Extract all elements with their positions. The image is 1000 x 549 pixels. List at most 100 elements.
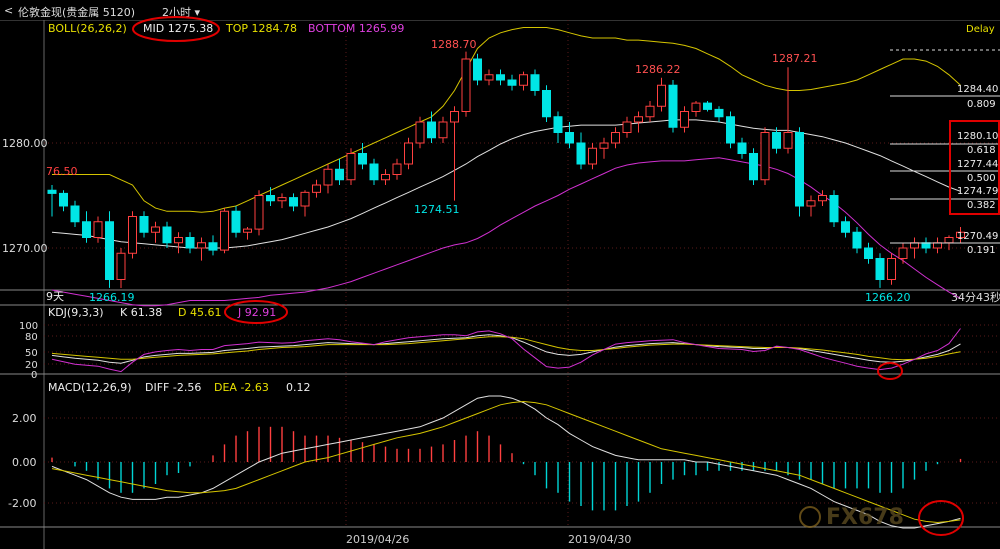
low-label-1: 1274.51 (414, 203, 460, 216)
date-label-1: 2019/04/26 (346, 533, 409, 546)
macd-name[interactable]: MACD(12,26,9) (48, 381, 132, 394)
fib-price-0809: 1284.40 (957, 84, 998, 95)
candle-down (473, 58, 482, 81)
candle-up (519, 74, 528, 86)
candle-up (404, 142, 413, 165)
candle-down (553, 116, 563, 133)
candle-down (231, 210, 241, 233)
macd-diff-line (51, 395, 961, 529)
title-bar: < 伦敦金现(贵金属 5120) 2小时 ▾ (0, 0, 1000, 21)
high-label-1: 1288.70 (431, 38, 477, 51)
fib-ratio-0191: 0.191 (967, 245, 996, 256)
candle-down (82, 221, 91, 238)
candle-up (956, 231, 965, 238)
back-icon[interactable]: < (4, 4, 14, 17)
macd-axis-neg2: -2.00 (8, 497, 36, 510)
boll-bottom-line (51, 157, 961, 307)
candle-up (128, 216, 137, 254)
kdj-d-line (51, 336, 961, 361)
low-label-left: 1266.19 (89, 291, 135, 304)
candle-up (461, 58, 471, 112)
boll-top-line (52, 27, 961, 213)
candle-down (737, 142, 747, 154)
candle-up (300, 191, 310, 207)
candle-down (358, 153, 367, 165)
candle-up (438, 121, 448, 139)
candle-down (507, 79, 517, 86)
candle-down (772, 132, 781, 149)
candle-down (530, 74, 540, 91)
candle-up (254, 195, 264, 230)
price-axis-1280: 1280.00 (2, 137, 48, 150)
candle-up (484, 74, 494, 81)
candle-up (588, 147, 597, 165)
candle-down (369, 163, 379, 181)
delay-label: Delay (966, 24, 995, 35)
candle-down (703, 102, 712, 110)
price-axis-1270: 1270.00 (2, 242, 48, 255)
candle-up (93, 221, 103, 238)
macd-cross-circle (918, 500, 964, 536)
candle-up (944, 237, 954, 244)
kdj-axis-0: 0 (31, 370, 37, 381)
candle-up (818, 195, 827, 202)
candle-up (680, 111, 689, 128)
candle-up (910, 242, 919, 249)
candle-up (760, 132, 770, 181)
candle-down (208, 242, 218, 251)
low-label-right: 1266.20 (865, 291, 911, 304)
fib-ratio-0809: 0.809 (967, 99, 996, 110)
period-selector[interactable]: 2小时 ▾ (162, 4, 200, 20)
kdj-name[interactable]: KDJ(9,3,3) (48, 306, 104, 319)
boll-bottom-value: BOTTOM 1265.99 (308, 22, 404, 35)
left-price-label: 76.50 (46, 165, 78, 178)
macd-dea-value: DEA -2.63 (214, 381, 269, 394)
macd-hist-value: 0.12 (286, 381, 311, 394)
kdj-cross-circle (877, 362, 903, 380)
candle-up (887, 258, 896, 280)
countdown-label: 34分43秒 (951, 290, 1000, 304)
kdj-k-line (51, 334, 961, 364)
candle-up (243, 228, 252, 233)
candle-down (875, 258, 885, 280)
candle-up (645, 105, 655, 118)
candle-down (266, 195, 275, 202)
candle-down (335, 168, 344, 181)
date-label-2: 2019/04/30 (568, 533, 631, 546)
kdj-axis-50: 50 (25, 348, 38, 359)
candle-down (921, 242, 931, 249)
candle-down (139, 216, 149, 233)
boll-name[interactable]: BOLL(26,26,2) (48, 22, 127, 35)
kdj-axis-100: 100 (19, 321, 38, 332)
candle-up (806, 200, 816, 207)
macd-axis-0: 0.00 (12, 456, 37, 469)
high-label-3: 1287.21 (772, 52, 818, 65)
fib-ratio-0618: 0.618 (967, 145, 996, 156)
candle-up (116, 252, 126, 280)
candle-up (381, 174, 390, 181)
candle-up (323, 168, 333, 186)
candle-down (496, 74, 505, 81)
candle-up (933, 242, 942, 249)
candle-down (185, 237, 195, 249)
chevron-down-icon: ▾ (191, 6, 201, 19)
macd-axis-2: 2.00 (12, 412, 37, 425)
candle-down (576, 142, 586, 165)
boll-top-value: TOP 1284.78 (225, 22, 297, 35)
kdj-j-value: J 92.91 (237, 306, 276, 319)
instrument-title[interactable]: 伦敦金现(贵金属 5120) (18, 6, 136, 19)
candle-down (841, 221, 850, 233)
candle-up (151, 226, 160, 233)
candle-down (795, 132, 804, 207)
candle-down (162, 226, 172, 244)
candle-up (450, 111, 459, 123)
candle-up (197, 242, 206, 249)
kdj-d-value: D 45.61 (178, 306, 221, 319)
macd-dea-line (51, 400, 961, 524)
candle-down (749, 153, 758, 181)
candle-up (691, 102, 701, 112)
candle-down (829, 195, 839, 223)
candle-down (427, 121, 436, 139)
candle-up (622, 121, 632, 133)
